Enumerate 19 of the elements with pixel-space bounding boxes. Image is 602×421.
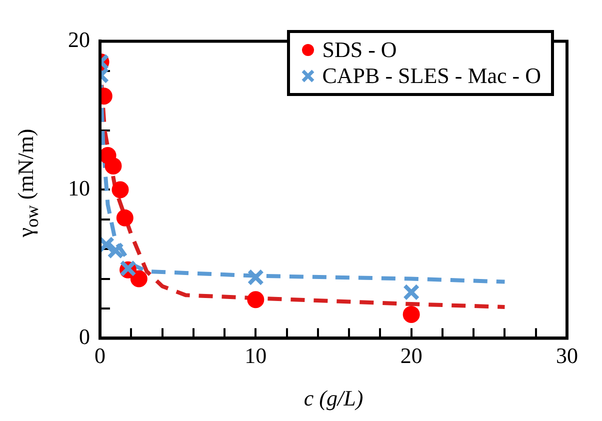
x-tick-label: 0 [94,343,106,368]
legend-label: CAPB - SLES - Mac - O [322,63,541,89]
point [116,209,134,226]
point [112,181,129,198]
y-tick-label: 20 [68,26,90,52]
x-tick-label: 10 [244,343,267,368]
point [107,242,124,259]
y-tick-label: 10 [68,175,90,200]
x-axis-title: c (g/L) [304,386,364,411]
x-tick-label: 20 [400,343,422,368]
point [130,270,148,288]
point [104,157,122,174]
point [402,284,420,301]
x-tick-label: 30 [556,343,578,368]
point [402,306,420,323]
point [247,291,264,308]
legend-label: SDS - O [322,37,397,63]
point [247,268,264,286]
y-tick-label: 0 [79,324,90,349]
